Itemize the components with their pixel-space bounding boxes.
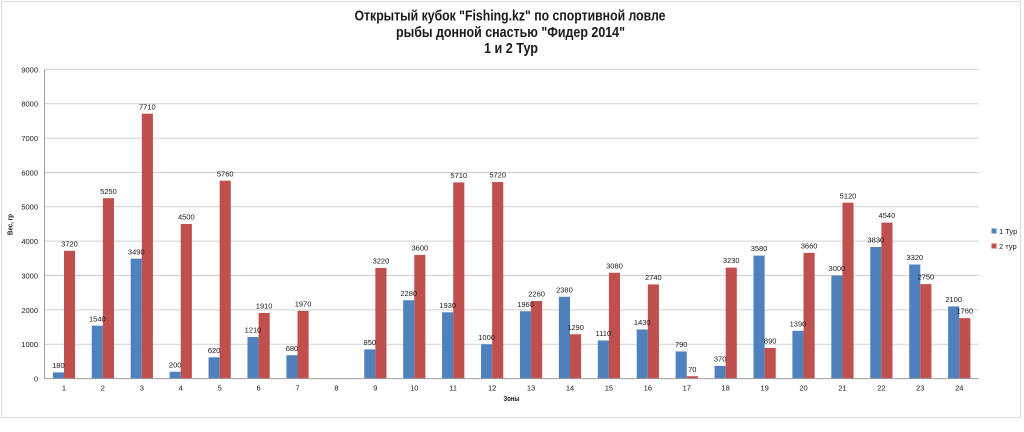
svg-text:3600: 3600 — [412, 244, 429, 253]
svg-text:7000: 7000 — [21, 134, 38, 143]
svg-text:5710: 5710 — [450, 171, 467, 180]
svg-text:3: 3 — [140, 384, 144, 393]
svg-text:13: 13 — [527, 384, 535, 393]
svg-text:9: 9 — [373, 384, 377, 393]
svg-text:Зоны: Зоны — [504, 396, 520, 403]
svg-text:4: 4 — [179, 384, 183, 393]
svg-text:0: 0 — [34, 375, 38, 384]
svg-text:850: 850 — [364, 338, 377, 347]
svg-text:Открытый кубок "Fishing.kz" по: Открытый кубок "Fishing.kz" по спортивно… — [355, 8, 666, 25]
svg-text:рыбы донной снастью "Фидер 201: рыбы донной снастью "Фидер 2014" — [396, 24, 625, 41]
svg-text:3580: 3580 — [751, 244, 768, 253]
svg-text:3490: 3490 — [128, 247, 145, 256]
svg-text:19: 19 — [760, 384, 768, 393]
svg-text:5120: 5120 — [840, 191, 857, 200]
svg-text:7710: 7710 — [139, 102, 156, 111]
svg-text:Вес, гр: Вес, гр — [8, 214, 15, 235]
svg-text:1 Тур: 1 Тур — [999, 227, 1017, 236]
svg-text:2: 2 — [101, 384, 105, 393]
svg-text:1540: 1540 — [89, 314, 106, 323]
svg-text:3080: 3080 — [606, 261, 623, 270]
svg-text:2740: 2740 — [645, 273, 662, 282]
svg-text:21: 21 — [838, 384, 846, 393]
svg-text:16: 16 — [644, 384, 652, 393]
svg-text:3660: 3660 — [801, 241, 818, 250]
svg-text:2260: 2260 — [528, 290, 545, 299]
svg-text:1970: 1970 — [295, 300, 312, 309]
svg-text:18: 18 — [722, 384, 730, 393]
svg-text:1930: 1930 — [439, 301, 456, 310]
svg-text:6000: 6000 — [21, 168, 38, 177]
svg-text:4000: 4000 — [21, 237, 38, 246]
svg-text:23: 23 — [916, 384, 924, 393]
svg-text:6: 6 — [257, 384, 261, 393]
svg-text:4540: 4540 — [879, 211, 896, 220]
svg-text:3000: 3000 — [829, 264, 846, 273]
svg-text:5760: 5760 — [217, 169, 234, 178]
svg-text:2380: 2380 — [556, 285, 573, 294]
svg-text:24: 24 — [955, 384, 963, 393]
svg-text:8: 8 — [334, 384, 338, 393]
svg-text:1760: 1760 — [956, 307, 973, 316]
svg-text:3220: 3220 — [373, 257, 390, 266]
svg-text:1910: 1910 — [256, 302, 273, 311]
svg-text:1210: 1210 — [245, 326, 262, 335]
svg-text:5250: 5250 — [100, 187, 117, 196]
svg-text:20: 20 — [799, 384, 807, 393]
svg-text:5720: 5720 — [489, 171, 506, 180]
svg-text:1960: 1960 — [517, 300, 534, 309]
svg-text:5000: 5000 — [21, 203, 38, 212]
svg-text:17: 17 — [683, 384, 691, 393]
svg-text:22: 22 — [877, 384, 885, 393]
svg-text:620: 620 — [208, 346, 221, 355]
svg-text:3830: 3830 — [867, 236, 884, 245]
svg-text:7: 7 — [295, 384, 299, 393]
svg-text:2 тур: 2 тур — [999, 242, 1017, 251]
svg-text:1: 1 — [62, 384, 66, 393]
svg-text:3320: 3320 — [906, 253, 923, 262]
svg-text:4500: 4500 — [178, 213, 195, 222]
svg-text:1290: 1290 — [567, 323, 584, 332]
svg-text:1110: 1110 — [596, 329, 612, 338]
svg-text:2100: 2100 — [945, 295, 962, 304]
svg-text:3000: 3000 — [21, 271, 38, 280]
svg-text:200: 200 — [169, 360, 182, 369]
svg-text:15: 15 — [605, 384, 613, 393]
svg-text:3230: 3230 — [723, 256, 740, 265]
svg-text:680: 680 — [286, 344, 299, 353]
svg-text:70: 70 — [688, 365, 696, 374]
svg-text:11: 11 — [449, 384, 457, 393]
svg-text:10: 10 — [410, 384, 418, 393]
svg-text:14: 14 — [566, 384, 574, 393]
svg-text:180: 180 — [52, 361, 65, 370]
svg-text:1430: 1430 — [634, 318, 651, 327]
svg-text:8000: 8000 — [21, 100, 38, 109]
svg-text:9000: 9000 — [21, 65, 38, 74]
svg-text:1000: 1000 — [21, 340, 38, 349]
svg-text:790: 790 — [675, 340, 688, 349]
svg-text:370: 370 — [714, 354, 727, 363]
svg-text:3720: 3720 — [61, 239, 78, 248]
svg-text:2750: 2750 — [918, 273, 935, 282]
svg-text:2000: 2000 — [21, 306, 38, 315]
svg-text:12: 12 — [488, 384, 496, 393]
svg-text:1000: 1000 — [478, 333, 495, 342]
svg-text:1390: 1390 — [790, 319, 807, 328]
svg-text:1 и 2 Тур: 1 и 2 Тур — [484, 40, 538, 57]
svg-text:2280: 2280 — [400, 289, 417, 298]
svg-text:5: 5 — [218, 384, 222, 393]
svg-text:890: 890 — [764, 337, 777, 346]
